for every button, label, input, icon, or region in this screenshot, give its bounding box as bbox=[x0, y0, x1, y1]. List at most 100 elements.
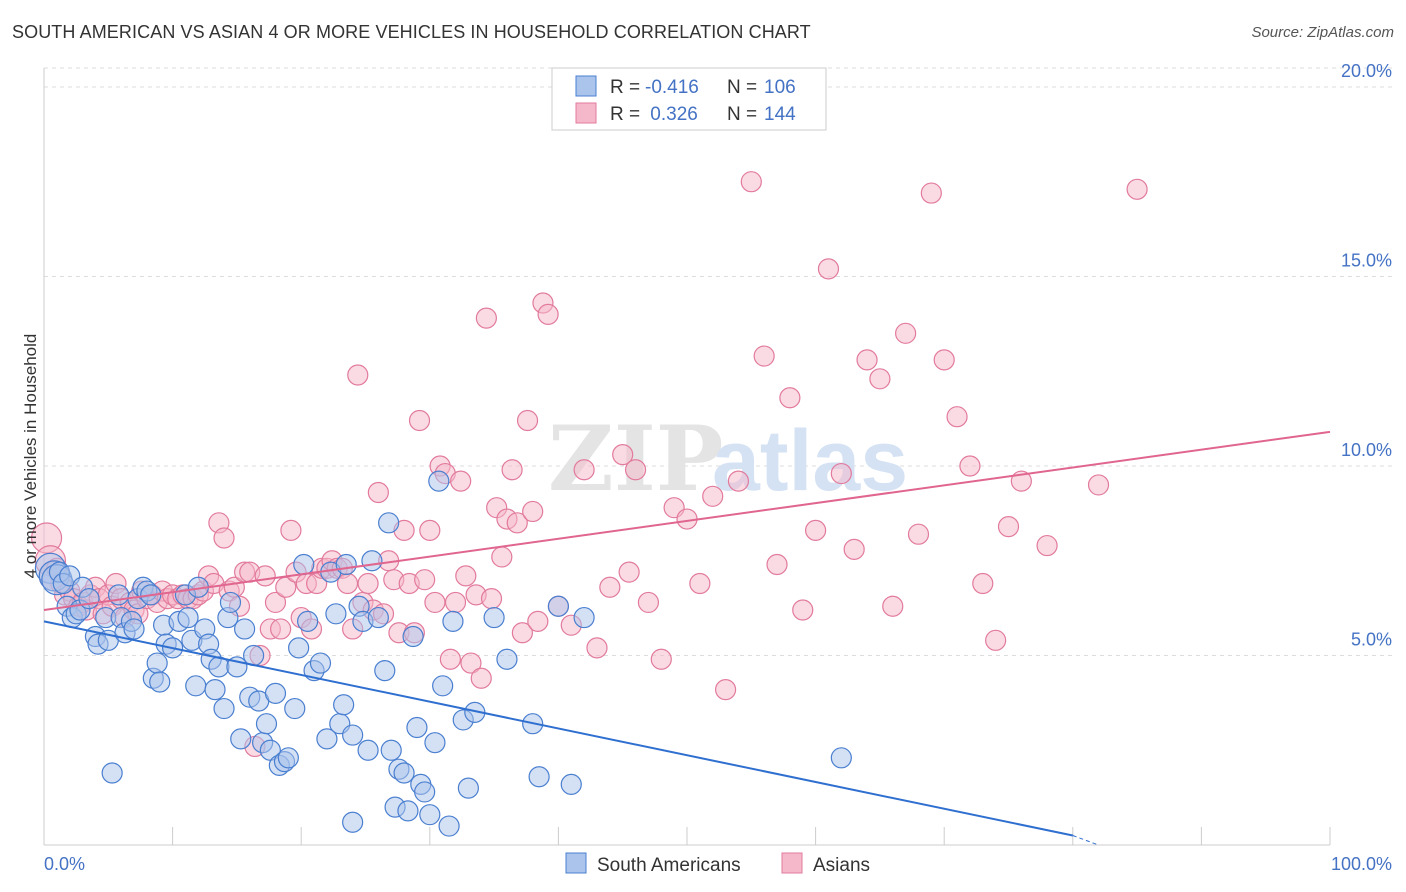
legend-swatch-pink bbox=[575, 102, 597, 124]
correlation-legend: R = -0.416 N = 106 R = 0.326 N = 144 bbox=[551, 67, 827, 131]
south-americans-point bbox=[284, 697, 306, 720]
legend-n-value-1: 106 bbox=[764, 77, 796, 98]
south-americans-point bbox=[297, 610, 319, 632]
south-americans-point bbox=[234, 618, 256, 640]
south-americans-point bbox=[361, 550, 383, 572]
asians-point bbox=[527, 610, 549, 632]
asians-point bbox=[869, 368, 891, 390]
asians-point bbox=[817, 258, 840, 280]
series-legend-label-pink: Asians bbox=[813, 855, 870, 876]
south-americans-point bbox=[357, 739, 379, 761]
y-tick-label: 10.0% bbox=[1341, 440, 1392, 460]
asians-point bbox=[336, 572, 359, 595]
asians-point bbox=[439, 648, 461, 670]
asians-point bbox=[414, 569, 436, 591]
asians-point bbox=[972, 572, 994, 595]
south-americans-point bbox=[342, 811, 364, 833]
series-legend: South Americans Asians bbox=[565, 852, 870, 876]
y-ticks: 5.0% 10.0% 15.0% 20.0% bbox=[1341, 61, 1392, 650]
asians-point bbox=[637, 591, 660, 614]
asians-point bbox=[444, 591, 467, 614]
south-americans-points bbox=[34, 470, 852, 837]
south-americans-point bbox=[335, 553, 357, 576]
asians-point bbox=[280, 519, 302, 542]
asians-point bbox=[882, 595, 904, 617]
south-americans-point bbox=[496, 648, 518, 670]
south-americans-point bbox=[432, 675, 454, 697]
south-americans-point bbox=[277, 747, 299, 769]
south-americans-point bbox=[573, 606, 595, 629]
south-americans-point bbox=[316, 728, 338, 750]
asians-point bbox=[1126, 178, 1148, 200]
asians-point bbox=[491, 546, 513, 568]
south-americans-point bbox=[264, 682, 287, 704]
south-americans-trend-line bbox=[43, 620, 1074, 837]
asians-point bbox=[753, 345, 775, 367]
asians-point bbox=[618, 561, 640, 583]
y-axis-title: 4 or more Vehicles in Household bbox=[21, 334, 40, 579]
y-tick-label: 20.0% bbox=[1341, 61, 1392, 81]
asians-point bbox=[1036, 534, 1058, 557]
south-americans-point bbox=[380, 739, 402, 761]
south-americans-point bbox=[428, 470, 450, 492]
asians-point bbox=[270, 618, 292, 640]
asians-point bbox=[586, 637, 608, 659]
asians-point bbox=[511, 622, 533, 644]
south-americans-point bbox=[342, 724, 364, 746]
south-americans-point bbox=[213, 697, 235, 720]
asians-point bbox=[599, 576, 621, 598]
south-americans-point bbox=[397, 800, 419, 822]
south-americans-point bbox=[560, 773, 582, 795]
legend-n-label-1: N = bbox=[727, 77, 757, 98]
asians-point bbox=[537, 303, 559, 325]
asians-point bbox=[920, 182, 942, 204]
south-americans-point bbox=[547, 595, 570, 617]
asians-point bbox=[779, 387, 801, 409]
watermark-zip: ZIP bbox=[548, 406, 723, 512]
south-americans-point bbox=[146, 652, 168, 674]
asians-point bbox=[470, 667, 492, 689]
x-tick-label-max: 100.0% bbox=[1331, 854, 1392, 874]
asians-point bbox=[624, 459, 647, 481]
asians-point bbox=[408, 409, 431, 432]
series-legend-label-blue: South Americans bbox=[597, 855, 741, 876]
south-americans-point bbox=[442, 610, 464, 632]
asians-point bbox=[933, 349, 955, 371]
asians-point bbox=[347, 364, 369, 386]
legend-r-value-1: -0.416 bbox=[645, 77, 699, 98]
south-americans-point bbox=[419, 804, 441, 826]
south-americans-point bbox=[830, 747, 852, 769]
south-americans-point bbox=[406, 716, 428, 739]
south-americans-point bbox=[255, 713, 278, 735]
south-americans-point bbox=[528, 766, 550, 788]
south-americans-point bbox=[185, 675, 207, 697]
asians-point bbox=[740, 171, 762, 193]
watermark-atlas: atlas bbox=[712, 413, 908, 509]
asians-trend-line bbox=[43, 430, 1331, 611]
asians-point bbox=[804, 519, 827, 542]
trend-lines bbox=[43, 430, 1331, 846]
series-legend-swatch-pink bbox=[781, 852, 803, 874]
asians-point bbox=[450, 470, 472, 492]
south-americans-point bbox=[393, 762, 415, 784]
asians-point bbox=[997, 516, 1020, 538]
south-americans-point bbox=[288, 637, 310, 659]
asians-point bbox=[522, 500, 544, 523]
asians-point bbox=[573, 459, 595, 481]
chart-title: SOUTH AMERICAN VS ASIAN 4 OR MORE VEHICL… bbox=[12, 22, 811, 42]
legend-r-label-1: R = bbox=[610, 77, 640, 98]
asians-point bbox=[959, 455, 981, 477]
south-americans-point bbox=[309, 652, 332, 674]
south-americans-point bbox=[219, 591, 242, 614]
asians-point bbox=[516, 409, 539, 432]
x-ticks: 0.0% 100.0% bbox=[43, 827, 1392, 874]
south-americans-point bbox=[483, 606, 505, 629]
south-americans-trend-extension bbox=[1072, 835, 1099, 846]
asians-point bbox=[830, 462, 852, 485]
asians-point bbox=[907, 523, 930, 545]
asians-point bbox=[419, 519, 441, 542]
asians-point bbox=[501, 459, 523, 481]
south-americans-point bbox=[333, 694, 355, 716]
asians-point bbox=[985, 629, 1007, 651]
